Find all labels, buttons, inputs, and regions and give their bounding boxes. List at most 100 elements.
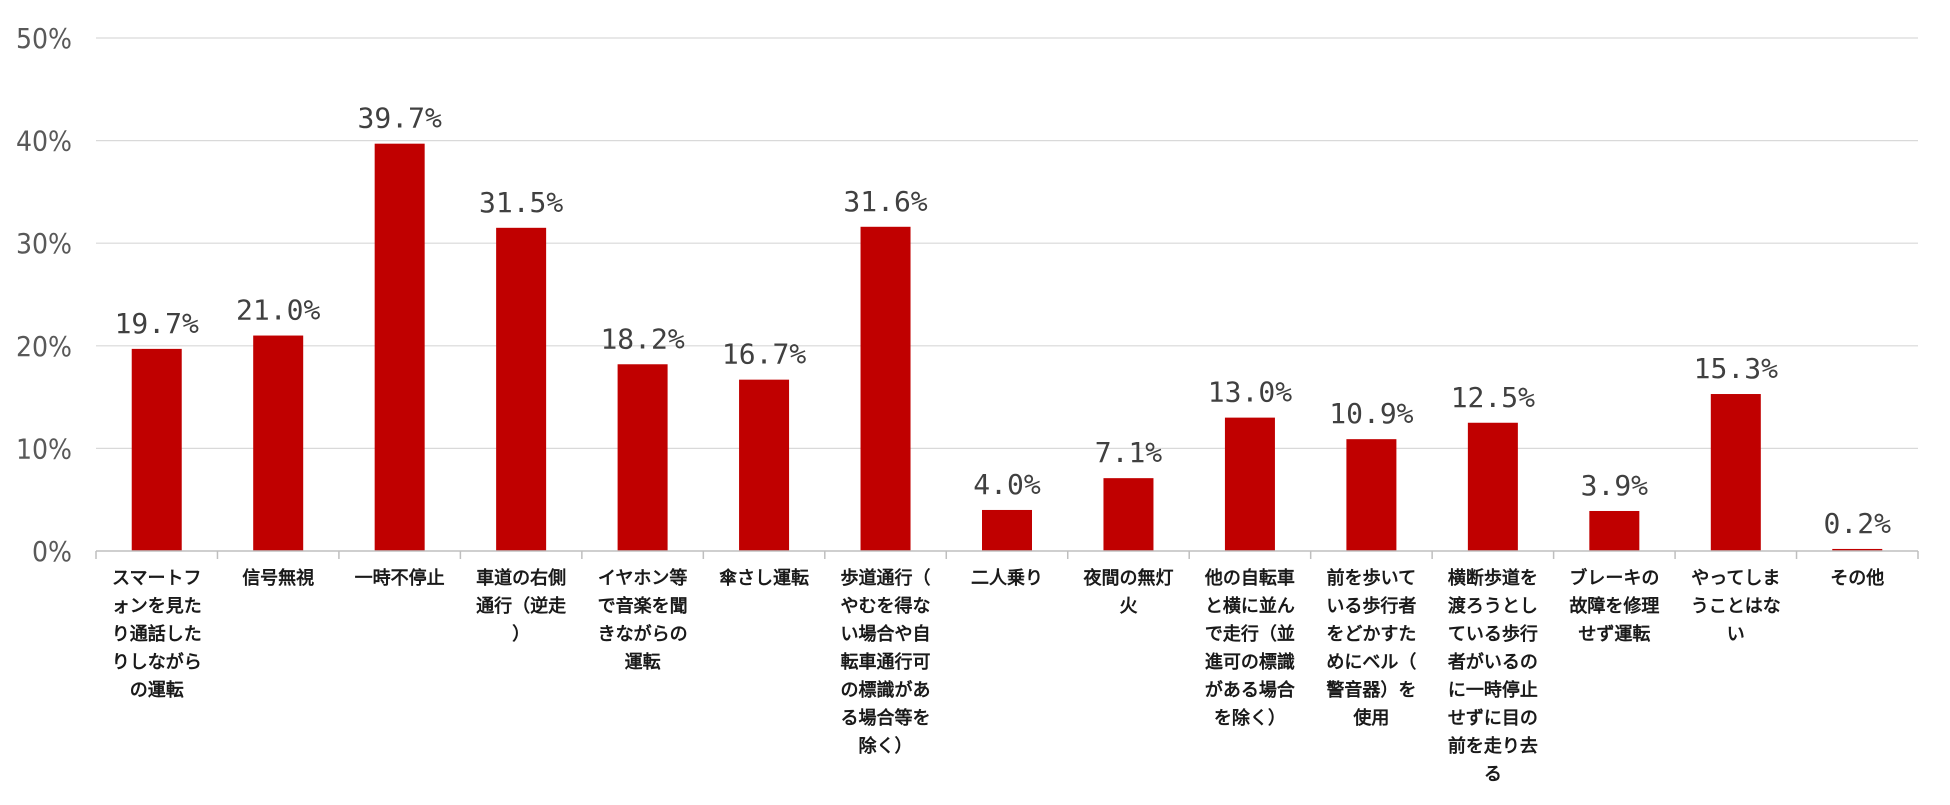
category-label-line: めにベル（ bbox=[1326, 652, 1416, 673]
category-label-line: スマートフ bbox=[112, 568, 201, 589]
bar bbox=[1224, 417, 1275, 551]
bar bbox=[982, 509, 1032, 551]
bar bbox=[131, 348, 182, 551]
category-label-line: いる歩行者 bbox=[1326, 595, 1416, 617]
category-label-line: 通行（逆走 bbox=[476, 595, 566, 617]
category-label-line: その他 bbox=[1830, 567, 1884, 589]
x-axis bbox=[95, 550, 1919, 559]
category-label: 信号無視 bbox=[242, 567, 314, 589]
bar bbox=[739, 379, 790, 551]
y-tick-label: 30% bbox=[16, 227, 72, 260]
category-label-line: 傘さし運転 bbox=[719, 567, 809, 589]
data-label: 10.9% bbox=[1329, 397, 1413, 430]
category-label: 他の自転車と横に並んで走行（並進可の標識がある場合を除く） bbox=[1204, 567, 1296, 729]
category-label-line: せず運転 bbox=[1578, 623, 1650, 645]
category-label: スマートフォンを見たり通話したりしながらの運転 bbox=[112, 568, 202, 701]
y-tick-label: 10% bbox=[16, 432, 72, 465]
category-label-line: の標識があ bbox=[841, 679, 931, 701]
category-label-line: うことはな bbox=[1691, 596, 1781, 617]
category-label-line: 渡ろうとし bbox=[1448, 595, 1538, 617]
bar bbox=[1103, 478, 1154, 551]
bar bbox=[253, 335, 304, 551]
data-label: 0.2% bbox=[1824, 507, 1892, 540]
y-axis-tick-labels: 0% 10% 20% 30% 40% 50% bbox=[16, 22, 72, 568]
category-label: 前を歩いている歩行者をどかすためにベル（ 警音器）を使用 bbox=[1326, 567, 1416, 729]
data-label: 19.7% bbox=[115, 307, 199, 340]
category-label-line: やってしま bbox=[1691, 568, 1780, 589]
category-label-line: 使用 bbox=[1352, 708, 1389, 729]
data-label: 15.3% bbox=[1694, 352, 1778, 385]
category-label: 二人乗り bbox=[971, 568, 1043, 589]
bar bbox=[860, 226, 911, 551]
bar bbox=[1467, 422, 1518, 551]
category-label: 車道の右側通行（逆走 ） bbox=[476, 567, 566, 645]
category-label-line: 運転 bbox=[625, 651, 661, 673]
bar bbox=[496, 227, 547, 551]
category-label: ブレーキの故障を修理せず運転 bbox=[1569, 567, 1659, 645]
category-label-line: せずに目の bbox=[1448, 708, 1538, 729]
y-tick-label: 20% bbox=[16, 330, 72, 363]
category-label-line: イヤホン等 bbox=[598, 567, 687, 589]
data-label: 4.0% bbox=[973, 468, 1041, 501]
category-label-line: 一時不停止 bbox=[355, 567, 445, 589]
category-label-line: ている歩行 bbox=[1448, 623, 1538, 645]
category-label-line: 前を走り去 bbox=[1448, 735, 1538, 757]
category-label-line: 警音器）を bbox=[1326, 679, 1416, 701]
category-label: その他 bbox=[1830, 567, 1884, 589]
data-label: 31.6% bbox=[843, 185, 927, 218]
data-label: 12.5% bbox=[1451, 381, 1535, 414]
data-label: 13.0% bbox=[1208, 376, 1292, 409]
data-label: 3.9% bbox=[1581, 469, 1649, 502]
category-label-line: やむを得な bbox=[841, 595, 931, 617]
data-label: 39.7% bbox=[358, 102, 442, 135]
data-labels: 19.7% 21.0% 39.7% 31.5% 18.2% 16.7% 31.6% 4.0% 7… bbox=[115, 102, 1892, 540]
category-label-line: 者がいるの bbox=[1447, 651, 1538, 673]
bar bbox=[1346, 439, 1397, 551]
bar bbox=[374, 143, 425, 552]
data-label: 16.7% bbox=[722, 338, 806, 371]
category-label-line: きながらの bbox=[598, 623, 688, 645]
category-label-line: をどかすた bbox=[1326, 624, 1416, 645]
category-label-line: 二人乗り bbox=[971, 568, 1043, 589]
category-label: やってしまうことはない bbox=[1691, 568, 1781, 645]
category-label-line: の運転 bbox=[130, 679, 184, 701]
y-tick-label: 40% bbox=[16, 125, 72, 158]
category-label-line: がある場合 bbox=[1205, 679, 1296, 701]
category-label-line: い bbox=[1727, 624, 1745, 645]
category-label-line: ォンを見た bbox=[112, 596, 202, 617]
category-label-line: 他の自転車 bbox=[1204, 567, 1295, 589]
category-label-line: 転車通行可 bbox=[841, 651, 931, 673]
category-label: 傘さし運転 bbox=[719, 567, 809, 589]
category-label-line: 火 bbox=[1119, 596, 1138, 617]
category-label-line: に一時停止 bbox=[1448, 679, 1538, 701]
bar bbox=[1832, 548, 1883, 551]
category-label-line: 信号無視 bbox=[242, 567, 314, 589]
bar bbox=[617, 364, 668, 551]
category-labels: スマートフォンを見たり通話したりしながらの運転 信号無視 一時不停止 車道の右側通行（… bbox=[112, 567, 1885, 785]
bar bbox=[1710, 394, 1761, 551]
category-label-line: る bbox=[1484, 764, 1502, 785]
category-label-line: ブレーキの bbox=[1569, 567, 1659, 589]
data-label: 18.2% bbox=[600, 322, 684, 355]
category-label-line: い場合や自 bbox=[841, 623, 931, 645]
data-label: 21.0% bbox=[236, 294, 320, 327]
category-label-line: で音楽を聞 bbox=[598, 595, 688, 617]
category-label-line: 歩道通行（ bbox=[841, 567, 931, 589]
bar bbox=[1589, 510, 1640, 551]
category-label-line: る場合等を bbox=[841, 707, 931, 729]
category-label-line: と横に並ん bbox=[1205, 595, 1295, 617]
y-tick-label: 0% bbox=[32, 535, 72, 568]
gridlines bbox=[96, 37, 1918, 449]
category-label-line: 前を歩いて bbox=[1327, 567, 1416, 589]
category-label: 横断歩道を渡ろうとしている歩行者がいるのに一時停止せずに目の前を走り去る bbox=[1447, 567, 1538, 785]
category-label-line: 故障を修理 bbox=[1569, 595, 1659, 617]
category-label-line: り通話した bbox=[112, 623, 202, 645]
category-label-line: 横断歩道を bbox=[1448, 567, 1538, 589]
category-label-line: を除く） bbox=[1214, 707, 1286, 729]
category-label-line: ） bbox=[512, 624, 530, 645]
category-label: 一時不停止 bbox=[355, 567, 445, 589]
category-label-line: で走行（並 bbox=[1205, 623, 1295, 645]
category-label-line: 車道の右側 bbox=[476, 567, 566, 589]
category-label: 歩道通行（ やむを得ない場合や自転車通行可の標識がある場合等を除く） bbox=[841, 567, 931, 757]
